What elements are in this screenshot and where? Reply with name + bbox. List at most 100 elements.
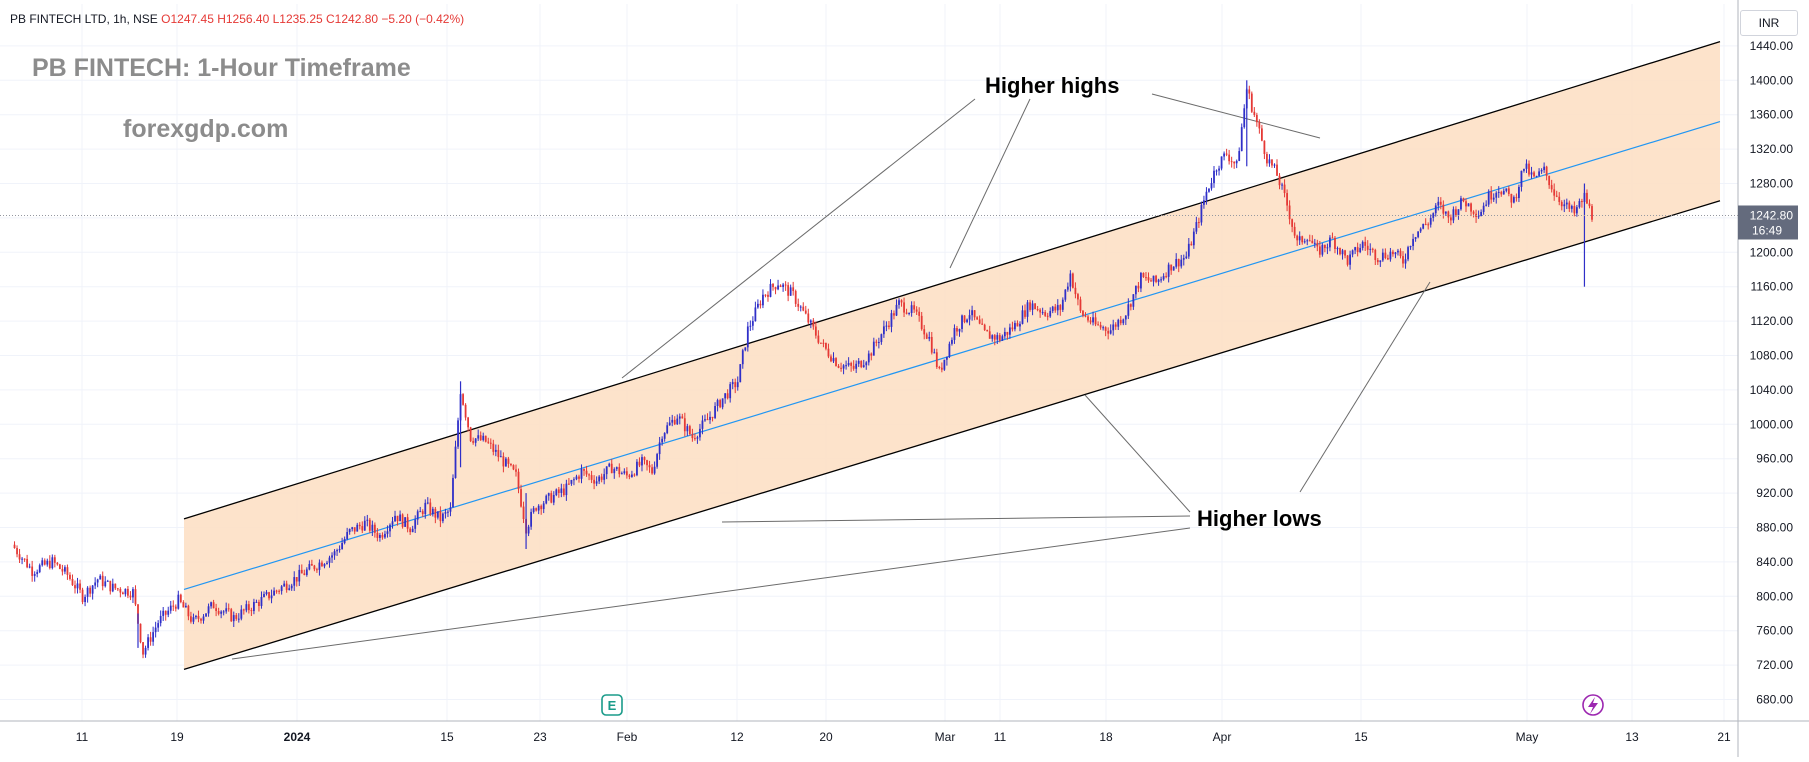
x-tick-label: 11: [76, 730, 89, 744]
y-tick-label: 1320.00: [1750, 142, 1794, 156]
candle-body: [447, 511, 449, 513]
candle-body: [716, 400, 719, 406]
candle-body: [966, 319, 968, 323]
candle-body: [1089, 320, 1092, 323]
candle-body: [925, 334, 928, 339]
candle-body: [998, 335, 1001, 341]
candle-body: [1273, 164, 1276, 166]
candle-body: [562, 488, 565, 496]
candle-body: [1077, 294, 1079, 300]
candle-body: [1192, 231, 1195, 246]
candle-body: [328, 557, 331, 563]
candle-body: [1364, 241, 1367, 246]
candle-body: [1384, 252, 1387, 258]
candle-body: [43, 560, 46, 565]
y-tick-label: 960.00: [1756, 452, 1793, 466]
candle-body: [1051, 306, 1054, 312]
candle-body: [202, 616, 205, 621]
candle-body: [663, 433, 666, 439]
annotation-line: [1151, 93, 1321, 139]
candle-body: [653, 466, 656, 474]
candle-body: [1495, 192, 1498, 198]
candle-body: [1512, 197, 1515, 203]
candle-body: [1187, 243, 1190, 257]
candle-body: [794, 291, 797, 304]
candle-body: [94, 582, 97, 586]
candle-body: [1134, 285, 1137, 295]
candle-body: [56, 562, 59, 565]
candle-body: [678, 416, 681, 419]
candle-body: [875, 341, 878, 343]
candle-body: [1518, 186, 1520, 199]
candle-body: [918, 311, 921, 316]
candle-body: [1024, 310, 1026, 317]
candle-body: [520, 489, 522, 507]
candle-body: [310, 564, 313, 566]
candle-body: [1041, 312, 1044, 314]
candle-body: [399, 514, 401, 522]
candle-body: [683, 418, 686, 432]
candle-body: [1538, 171, 1540, 176]
candle-body: [555, 489, 558, 496]
candle-body: [1336, 248, 1339, 250]
candle-body: [673, 419, 676, 425]
candle-body: [363, 520, 366, 531]
candle-body: [358, 524, 361, 527]
candle-body: [819, 342, 822, 344]
candle-body: [862, 365, 865, 368]
candle-body: [235, 615, 238, 619]
legend-symbol: PB FINTECH LTD, 1h, NSE: [10, 12, 158, 26]
candle-body: [1165, 276, 1168, 278]
candle-body: [1190, 243, 1193, 246]
candle-body: [1394, 252, 1397, 255]
candle-body: [1140, 273, 1142, 289]
candle-body: [1281, 184, 1283, 186]
candle-body: [1528, 163, 1530, 175]
candle-body: [782, 284, 785, 288]
candle-body: [1507, 188, 1510, 194]
candle-body: [1026, 302, 1029, 317]
candle-body: [1467, 203, 1470, 207]
candle-body: [1034, 303, 1036, 310]
candle-body: [452, 477, 454, 508]
candle-body: [636, 461, 638, 476]
currency-button[interactable]: INR: [1740, 10, 1798, 36]
candle-body: [1530, 172, 1533, 175]
candle-body: [1029, 302, 1031, 310]
candle-body: [61, 568, 64, 572]
legend-high: H1256.40: [217, 12, 270, 26]
candle-body: [704, 419, 706, 421]
candle-body: [1344, 250, 1346, 256]
candle-body: [1255, 114, 1258, 123]
candle-body: [379, 535, 381, 538]
candle-body: [1581, 201, 1583, 203]
candle-body: [1253, 111, 1256, 115]
candle-body: [1301, 236, 1304, 243]
candle-body: [127, 588, 129, 596]
candle-body: [615, 467, 618, 470]
candle-body: [1389, 251, 1392, 260]
candle-body: [568, 483, 570, 485]
candle-body: [1286, 193, 1288, 206]
candle-body: [389, 524, 391, 532]
candle-body: [255, 601, 258, 603]
candle-body: [1437, 201, 1440, 206]
candle-body: [1122, 319, 1125, 324]
candle-body: [741, 350, 744, 365]
candle-body: [787, 285, 790, 296]
candle-body: [64, 567, 66, 572]
annotation-higher-highs: Higher highs: [985, 73, 1120, 98]
candle-body: [1573, 206, 1576, 214]
candle-body: [1361, 241, 1364, 248]
candle-body: [593, 479, 596, 484]
candle-body: [1263, 140, 1266, 155]
candle-body: [1175, 259, 1178, 267]
x-tick-label: Mar: [935, 730, 956, 744]
candle-body: [26, 558, 29, 568]
candle-body: [915, 309, 918, 312]
legend-close: C1242.80: [326, 12, 379, 26]
candle-body: [827, 348, 830, 357]
candle-body: [426, 502, 429, 504]
